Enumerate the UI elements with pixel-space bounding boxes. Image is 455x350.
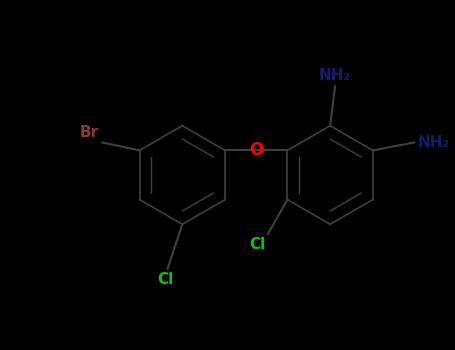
Text: O: O <box>249 141 263 159</box>
Text: NH₂: NH₂ <box>319 68 351 83</box>
Text: NH₂: NH₂ <box>417 135 449 150</box>
Text: Cl: Cl <box>157 272 174 287</box>
Text: Br: Br <box>80 125 99 140</box>
Text: Cl: Cl <box>249 237 266 252</box>
